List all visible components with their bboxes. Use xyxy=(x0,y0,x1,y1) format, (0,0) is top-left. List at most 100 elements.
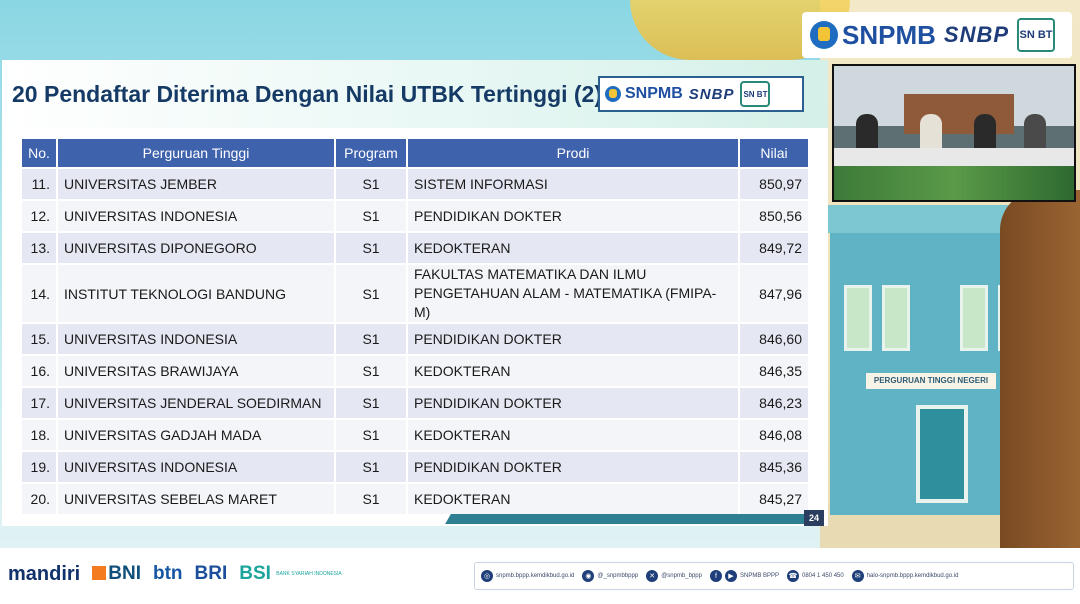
snbp-logo: SNBP xyxy=(943,22,1010,47)
footer-stripe xyxy=(445,514,811,524)
contact-text: @snpmb_bppp xyxy=(661,573,702,579)
column-header-nilai: Nilai xyxy=(740,139,808,167)
bsi-logo: BSI BANK SYARIAH INDONESIA xyxy=(239,563,342,585)
slide-footer: 24 xyxy=(2,510,828,526)
cell-prodi: FAKULTAS MATEMATIKA DAN ILMU PENGETAHUAN… xyxy=(408,265,738,322)
contact-text: @_snpmbbppp xyxy=(597,573,639,579)
cell-prodi: KEDOKTERAN xyxy=(408,484,738,514)
cell-prodi: PENDIDIKAN DOKTER xyxy=(408,324,738,354)
snbt-logo: SN BT xyxy=(740,81,771,107)
cell-program: S1 xyxy=(336,233,406,263)
facebook-icon: f xyxy=(709,570,722,582)
cell-prodi: KEDOKTERAN xyxy=(408,233,738,263)
contact-phone[interactable]: ☎ 0804 1 450 450 xyxy=(787,570,844,582)
cell-no: 18. xyxy=(22,420,56,450)
cell-program: S1 xyxy=(336,484,406,514)
phone-icon: ☎ xyxy=(787,570,799,582)
table-row: 17. UNIVERSITAS JENDERAL SOEDIRMAN S1 PE… xyxy=(22,388,808,418)
cell-program: S1 xyxy=(336,452,406,482)
contact-email[interactable]: ✉ halo-snpmb.bppp.kemdikbud.go.id xyxy=(851,570,959,582)
cell-nilai: 846,35 xyxy=(740,356,808,386)
cell-perguruan-tinggi: UNIVERSITAS JENDERAL SOEDIRMAN xyxy=(58,388,334,418)
cell-program: S1 xyxy=(336,201,406,231)
cell-perguruan-tinggi: UNIVERSITAS JEMBER xyxy=(58,169,334,199)
youtube-icon: ▶ xyxy=(724,570,737,582)
snpmb-logo-text: SNPMB xyxy=(625,85,683,102)
contact-text: halo-snpmb.bppp.kemdikbud.go.id xyxy=(866,573,959,579)
table-header-row: No. Perguruan Tinggi Program Prodi Nilai xyxy=(22,139,808,167)
bsi-logo-subtext: BANK SYARIAH INDONESIA xyxy=(276,570,342,577)
column-header-program: Program xyxy=(336,139,406,167)
mail-icon: ✉ xyxy=(851,570,864,582)
building-door xyxy=(916,405,968,503)
cell-prodi-line: FAKULTAS MATEMATIKA DAN ILMU xyxy=(414,266,647,282)
live-video-feed[interactable] xyxy=(832,64,1076,202)
cell-program: S1 xyxy=(336,265,406,322)
cell-prodi: PENDIDIKAN DOKTER xyxy=(408,452,738,482)
cell-perguruan-tinggi: UNIVERSITAS DIPONEGORO xyxy=(58,233,334,263)
bri-logo: BRI xyxy=(194,563,228,584)
cell-no: 12. xyxy=(22,201,56,231)
cell-no: 14. xyxy=(22,265,56,322)
cell-prodi: SISTEM INFORMASI xyxy=(408,169,738,199)
cell-program: S1 xyxy=(336,356,406,386)
contact-text: 0804 1 450 450 xyxy=(802,573,844,579)
cell-nilai: 847,96 xyxy=(740,265,808,322)
cell-perguruan-tinggi: UNIVERSITAS BRAWIJAYA xyxy=(58,356,334,386)
mandiri-logo: mandiri xyxy=(8,562,81,585)
cell-nilai: 849,72 xyxy=(740,233,808,263)
slide-page-number: 24 xyxy=(804,510,824,526)
x-icon: ✕ xyxy=(646,570,659,582)
table-row: 15. UNIVERSITAS INDONESIA S1 PENDIDIKAN … xyxy=(22,324,808,354)
snpmb-emblem-icon xyxy=(605,86,621,102)
cell-program: S1 xyxy=(336,324,406,354)
snpmb-logo: SNPMB xyxy=(810,20,936,51)
cell-prodi-line: PENGETAHUAN ALAM - MATEMATIKA (FMIPA-M) xyxy=(414,285,717,320)
btn-logo: btn xyxy=(152,563,183,584)
cell-nilai: 845,36 xyxy=(740,452,808,482)
cell-prodi: PENDIDIKAN DOKTER xyxy=(408,388,738,418)
cell-prodi: KEDOKTERAN xyxy=(408,356,738,386)
slide-title: 20 Pendaftar Diterima Dengan Nilai UTBK … xyxy=(12,81,603,107)
bni-logo: BNI xyxy=(92,563,141,585)
snbt-logo: SN BT xyxy=(1017,18,1056,52)
cell-program: S1 xyxy=(336,388,406,418)
table-row: 18. UNIVERSITAS GADJAH MADA S1 KEDOKTERA… xyxy=(22,420,808,450)
instagram-icon: ◉ xyxy=(582,570,595,582)
contact-x-tiktok[interactable]: ✕ @snpmb_bppp xyxy=(646,570,702,582)
column-header-no: No. xyxy=(22,139,56,167)
bni-logo-text: BNI xyxy=(108,563,141,584)
tree-trunk-decoration xyxy=(1000,190,1080,550)
snpmb-logo-banner: SNPMB SNBP SN BT xyxy=(802,12,1072,58)
bni-mark-icon xyxy=(92,566,107,580)
ranking-table: No. Perguruan Tinggi Program Prodi Nilai… xyxy=(20,137,810,516)
globe-icon: ◎ xyxy=(481,570,493,582)
snpmb-logo: SNPMB xyxy=(605,85,683,103)
building-sign: PERGURUAN TINGGI NEGERI xyxy=(866,373,996,389)
cell-no: 13. xyxy=(22,233,56,263)
building-window xyxy=(844,285,872,351)
cell-no: 16. xyxy=(22,356,56,386)
cell-perguruan-tinggi: UNIVERSITAS INDONESIA xyxy=(58,201,334,231)
contact-facebook-youtube[interactable]: f ▶ SNPMB BPPP xyxy=(709,570,779,582)
video-plants xyxy=(834,166,1074,200)
cell-no: 11. xyxy=(22,169,56,199)
cell-nilai: 846,08 xyxy=(740,420,808,450)
contact-website[interactable]: ◎ snpmb.bppp.kemdikbud.go.id xyxy=(481,570,574,582)
table-row: 19. UNIVERSITAS INDONESIA S1 PENDIDIKAN … xyxy=(22,452,808,482)
cell-perguruan-tinggi: INSTITUT TEKNOLOGI BANDUNG xyxy=(58,265,334,322)
cell-nilai: 846,23 xyxy=(740,388,808,418)
cell-perguruan-tinggi: UNIVERSITAS GADJAH MADA xyxy=(58,420,334,450)
video-person xyxy=(1024,114,1046,150)
video-person xyxy=(974,114,996,150)
building-window xyxy=(960,285,988,351)
cell-no: 15. xyxy=(22,324,56,354)
cell-perguruan-tinggi: UNIVERSITAS INDONESIA xyxy=(58,452,334,482)
table-row: 11. UNIVERSITAS JEMBER S1 SISTEM INFORMA… xyxy=(22,169,808,199)
contact-instagram[interactable]: ◉ @_snpmbbppp xyxy=(582,570,638,582)
video-person xyxy=(856,114,878,150)
building-illustration: PERGURUAN TINGGI NEGERI xyxy=(820,205,1040,515)
column-header-perguruan-tinggi: Perguruan Tinggi xyxy=(58,139,334,167)
cell-perguruan-tinggi: UNIVERSITAS INDONESIA xyxy=(58,324,334,354)
table-row: 20. UNIVERSITAS SEBELAS MARET S1 KEDOKTE… xyxy=(22,484,808,514)
